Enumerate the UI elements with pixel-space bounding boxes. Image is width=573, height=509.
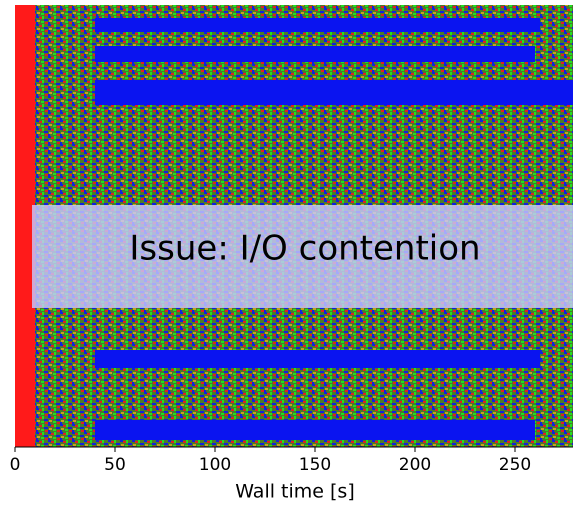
blue-band	[95, 420, 535, 440]
x-tick-label: 150	[299, 455, 331, 475]
x-axis-label: Wall time [s]	[235, 481, 355, 503]
blue-band	[95, 350, 540, 368]
red-band	[15, 5, 35, 447]
x-tick-label: 0	[10, 455, 21, 475]
blue-band	[95, 18, 540, 32]
blue-band	[95, 46, 535, 62]
plot-area: Issue: I/O contention	[15, 5, 573, 447]
annotation: Issue: I/O contention	[129, 229, 480, 269]
x-tick-label: 50	[104, 455, 126, 475]
x-tick-label: 200	[399, 455, 431, 475]
blue-band	[95, 80, 573, 105]
x-tick-label: 250	[499, 455, 531, 475]
x-tick-label: 100	[199, 455, 231, 475]
annotation-box	[32, 205, 573, 308]
